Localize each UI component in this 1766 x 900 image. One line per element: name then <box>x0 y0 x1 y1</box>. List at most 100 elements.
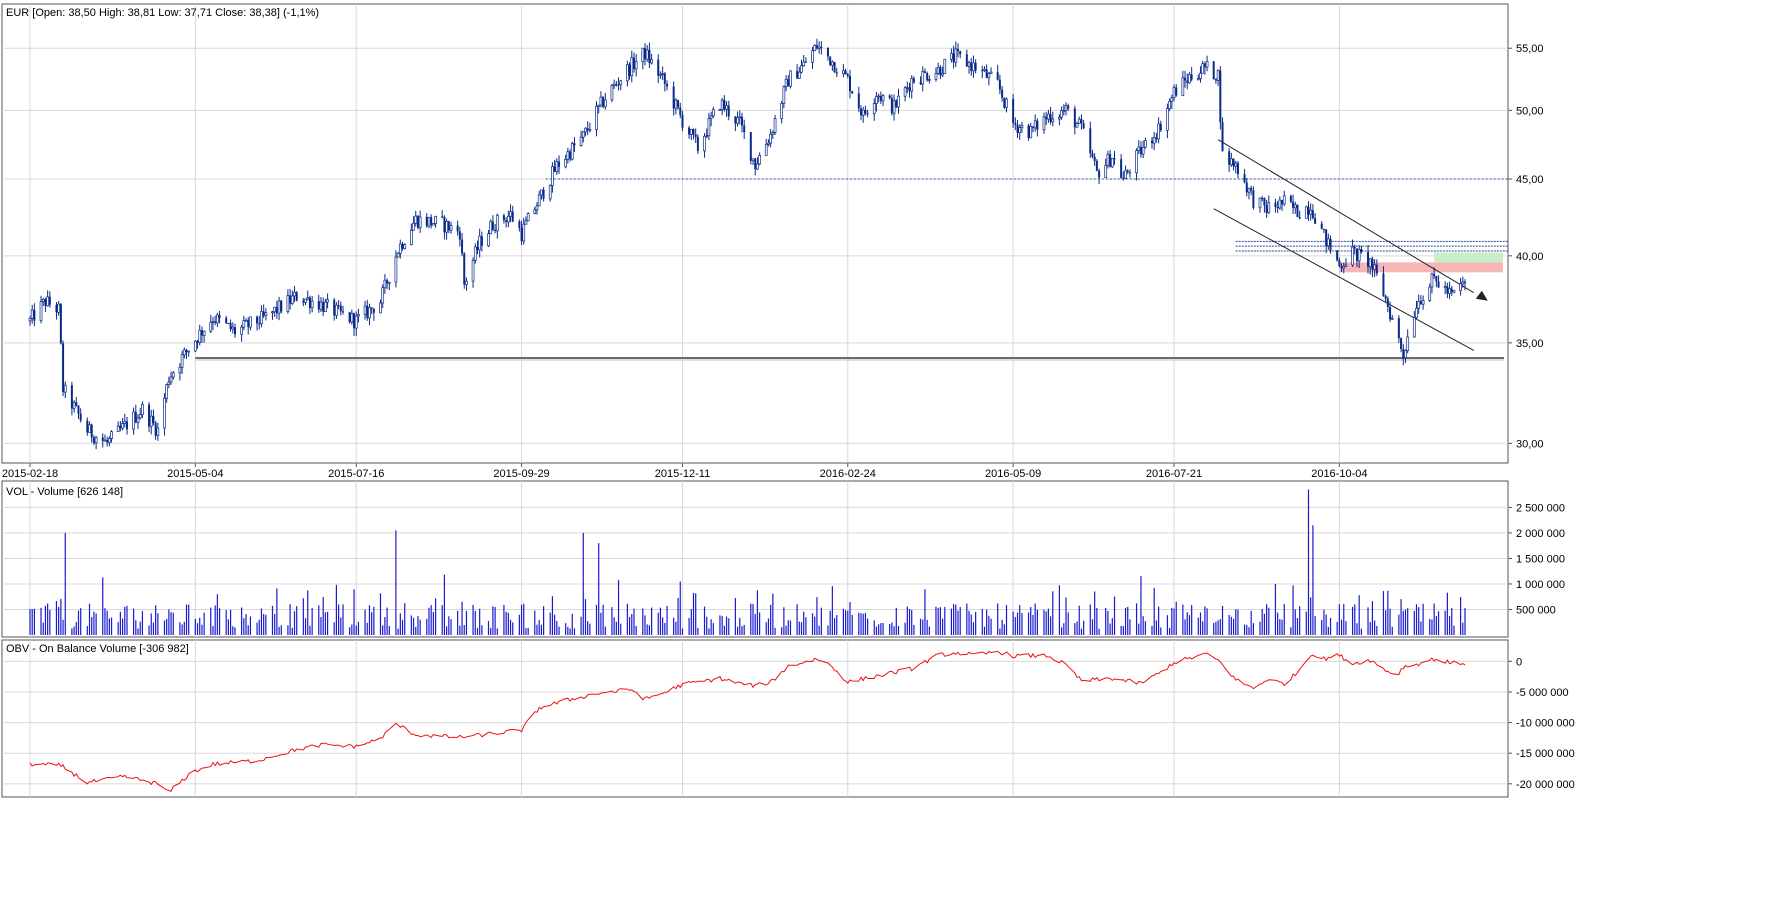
candle <box>1428 283 1432 302</box>
candle <box>740 112 743 133</box>
candle <box>612 79 616 89</box>
candle-body-up <box>892 100 896 114</box>
candle-body-up <box>319 301 323 310</box>
candle-body-up <box>797 71 801 79</box>
candle <box>804 57 807 63</box>
candle-body-up <box>689 128 693 135</box>
candle <box>895 99 898 109</box>
candle-body-down <box>573 143 576 146</box>
candle <box>1181 70 1185 97</box>
panel-frame <box>1 480 1509 638</box>
candle-body-down <box>1384 295 1387 299</box>
candle <box>412 216 415 231</box>
candle <box>965 49 968 67</box>
candle-body-down <box>727 105 730 117</box>
candle <box>28 316 32 326</box>
candle <box>1113 150 1116 166</box>
candle-body-up <box>286 295 290 312</box>
candle-body-down <box>970 62 973 71</box>
candle <box>57 300 61 316</box>
candle <box>1047 109 1050 123</box>
price-candles <box>28 38 1466 450</box>
candle-body-down <box>1109 154 1112 167</box>
candle-body-down <box>366 305 369 318</box>
candle-body-up <box>30 309 34 319</box>
candle <box>857 86 860 113</box>
candle <box>193 340 197 353</box>
candle-body-up <box>780 103 784 120</box>
candle <box>1351 239 1354 267</box>
candle <box>178 363 182 381</box>
candle-body-down <box>1232 158 1235 167</box>
candle-body-up <box>989 71 993 74</box>
candle <box>923 68 926 74</box>
candle <box>77 405 80 420</box>
candle <box>595 101 598 137</box>
candle <box>63 381 67 399</box>
candle <box>954 41 958 67</box>
candle-body-up <box>972 62 975 72</box>
candle-body-up <box>1005 98 1008 108</box>
candle <box>553 159 556 173</box>
candle-body-down <box>1016 124 1019 133</box>
candle <box>326 293 329 309</box>
candle <box>602 95 605 109</box>
candle <box>506 210 510 228</box>
candle-body-up <box>110 431 113 439</box>
candle <box>218 310 221 324</box>
candle-body-up <box>193 340 197 352</box>
candle <box>981 65 984 79</box>
candle-body-down <box>520 228 523 242</box>
candle-body-up <box>1144 140 1147 148</box>
candle-body-up <box>449 225 453 231</box>
candle <box>1203 61 1206 75</box>
candle <box>409 223 413 246</box>
candle-body-up <box>767 142 770 145</box>
candle <box>1443 281 1447 295</box>
candle-body-up <box>489 221 493 235</box>
axis-labels: 55,00 50,00 45,00 40,00 35,00 30,00 2 500 000 2… <box>2 43 1575 791</box>
candle-body-down <box>1382 273 1385 296</box>
candle <box>1298 210 1301 220</box>
candle-body-up <box>260 311 263 325</box>
candle-body-down <box>342 311 345 313</box>
candle <box>820 41 823 55</box>
candle <box>672 81 675 116</box>
candle <box>681 110 684 132</box>
candle-body-down <box>280 300 283 312</box>
volume-bars <box>29 489 1466 635</box>
candle <box>333 298 336 321</box>
candle-body-down <box>106 440 109 443</box>
candle-body-up <box>324 301 327 312</box>
candle-body-up <box>1326 238 1330 247</box>
candle-body-down <box>370 307 373 310</box>
candle-body-down <box>679 107 682 115</box>
candle-body-up <box>116 425 120 433</box>
candle <box>743 119 746 140</box>
candle-body-down <box>289 295 292 304</box>
candle <box>1329 235 1332 254</box>
candle-body-down <box>1311 210 1314 219</box>
obv-panel-title: OBV - On Balance Volume [-306 982] <box>6 643 189 655</box>
candle-body-down <box>1265 205 1268 213</box>
y-tick-label: 500 000 <box>1516 604 1556 616</box>
candle-body-up <box>290 295 294 304</box>
candle-body-up <box>661 73 664 75</box>
candle <box>650 53 653 65</box>
candle <box>738 110 742 125</box>
candle <box>1027 123 1030 141</box>
candle-body-up <box>1406 336 1410 351</box>
candle <box>1166 103 1169 139</box>
candle <box>275 300 278 319</box>
candle-body-up <box>326 299 329 303</box>
candle-body-down <box>1371 258 1374 270</box>
candle-body-up <box>584 127 587 133</box>
candle-body-up <box>875 96 878 104</box>
candle <box>802 54 806 67</box>
candle-body-down <box>866 113 869 115</box>
candle-body-up <box>1201 63 1205 74</box>
candle <box>628 62 631 80</box>
candle <box>1104 158 1108 178</box>
candle-body-up <box>936 66 940 74</box>
candle-body-down <box>322 301 325 312</box>
